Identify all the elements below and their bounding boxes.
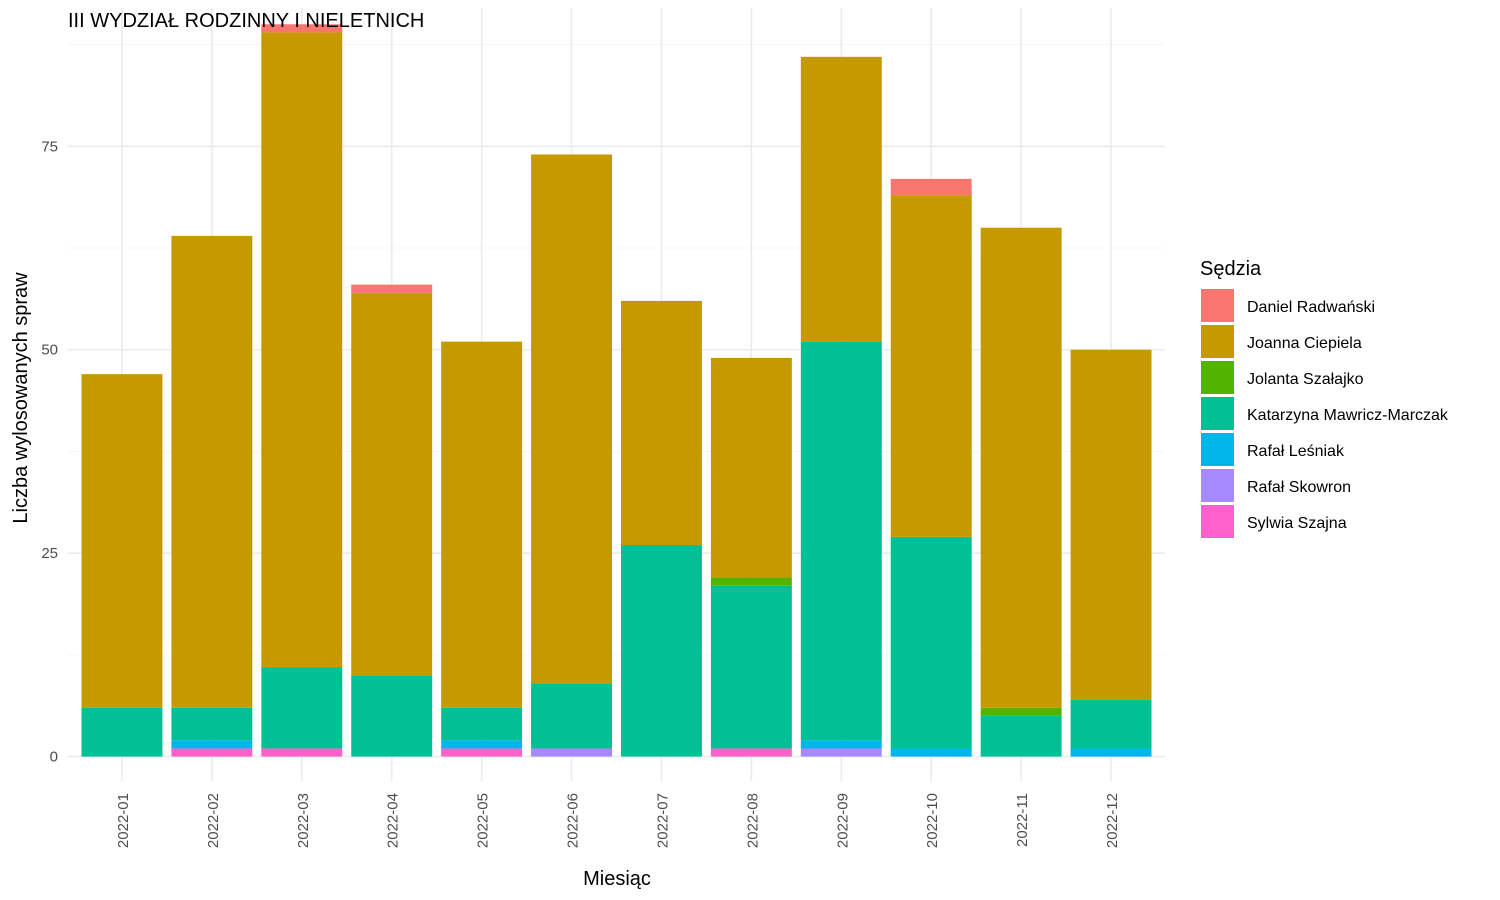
bar-segment: [261, 667, 343, 749]
y-axis-title: Liczba wylosowanych spraw: [10, 272, 32, 524]
bar-segment: [710, 748, 792, 757]
bar-segment: [800, 748, 882, 757]
legend-swatch: [1201, 325, 1234, 358]
x-tick-label: 2022-03: [295, 793, 312, 848]
x-tick-label: 2022-04: [385, 793, 402, 848]
x-tick-label: 2022-12: [1104, 793, 1121, 848]
x-tick-label: 2022-01: [115, 793, 132, 848]
bar-segment: [351, 675, 433, 757]
bar-segment: [261, 748, 343, 757]
bar-segment: [890, 536, 972, 749]
legend-swatch: [1201, 397, 1234, 430]
bar-segment: [531, 154, 613, 684]
x-tick-label: 2022-09: [834, 793, 851, 848]
bar-segment: [441, 707, 523, 741]
bar-segment: [890, 748, 972, 757]
bar-segment: [890, 195, 972, 537]
bar-segment: [171, 235, 253, 708]
x-tick-label: 2022-02: [205, 793, 222, 848]
bar-segment: [620, 545, 702, 757]
legend-swatch: [1201, 289, 1234, 322]
x-tick-label: 2022-07: [654, 793, 671, 848]
bar-segment: [980, 707, 1062, 716]
legend-label: Joanna Ciepiela: [1247, 335, 1362, 352]
legend-label: Rafał Leśniak: [1247, 443, 1345, 460]
y-axis-ticks: 0 25 50 75: [41, 138, 58, 765]
bar-segment: [800, 341, 882, 741]
legend-swatch: [1201, 505, 1234, 538]
legend-label: Jolanta Szałajko: [1247, 371, 1364, 388]
y-tick-label: 50: [41, 342, 58, 359]
bar-segment: [261, 32, 343, 668]
bar-segment: [261, 24, 343, 33]
x-tick-label: 2022-08: [744, 793, 761, 848]
bar-segment: [620, 300, 702, 546]
bar-segment: [441, 341, 523, 708]
legend-swatch: [1201, 469, 1234, 502]
bar-segment: [351, 284, 433, 293]
y-tick-label: 0: [50, 749, 58, 766]
bar-segment: [800, 56, 882, 342]
legend-label: Rafał Skowron: [1247, 479, 1351, 496]
legend-title: Sędzia: [1200, 258, 1262, 280]
x-axis-ticks: 2022-01 2022-02 2022-03 2022-04 2022-05 2022-…: [115, 793, 1121, 848]
x-tick-label: 2022-10: [924, 793, 941, 848]
legend-label: Sylwia Szajna: [1247, 515, 1347, 532]
bar-segment: [531, 748, 613, 757]
bar-segment: [890, 178, 972, 196]
bar-segment: [980, 715, 1062, 757]
x-tick-label: 2022-11: [1014, 793, 1031, 847]
bar-segment: [81, 707, 163, 757]
legend-label: Daniel Radwański: [1247, 299, 1375, 316]
bar-segment: [1070, 349, 1152, 700]
chart-title: III WYDZIAŁ RODZINNY I NIELETNICH: [68, 10, 424, 32]
y-tick-label: 75: [41, 138, 58, 155]
bar-segment: [171, 748, 253, 757]
x-axis-title: Miesiąc: [583, 868, 651, 890]
bar-segment: [81, 374, 163, 708]
bar-segment: [800, 740, 882, 749]
bar-segment: [441, 748, 523, 757]
x-tick-label: 2022-05: [475, 793, 492, 848]
x-tick-label: 2022-06: [565, 793, 582, 848]
bar-segment: [351, 292, 433, 676]
bar-segment: [171, 707, 253, 741]
y-tick-label: 25: [41, 545, 58, 562]
legend-swatch: [1201, 361, 1234, 394]
bar-segment: [710, 585, 792, 749]
bars: [81, 24, 1152, 757]
bar-segment: [171, 740, 253, 749]
bar-segment: [1070, 699, 1152, 749]
bar-segment: [1070, 748, 1152, 757]
bar-segment: [710, 577, 792, 586]
legend-swatch: [1201, 433, 1234, 466]
bar-segment: [531, 683, 613, 749]
legend-label: Katarzyna Mawricz-Marczak: [1247, 407, 1449, 424]
bar-segment: [710, 357, 792, 578]
legend: Sędzia Daniel Radwański Joanna Ciepiela Jo…: [1200, 258, 1449, 538]
bar-segment: [441, 740, 523, 749]
bar-segment: [980, 227, 1062, 708]
